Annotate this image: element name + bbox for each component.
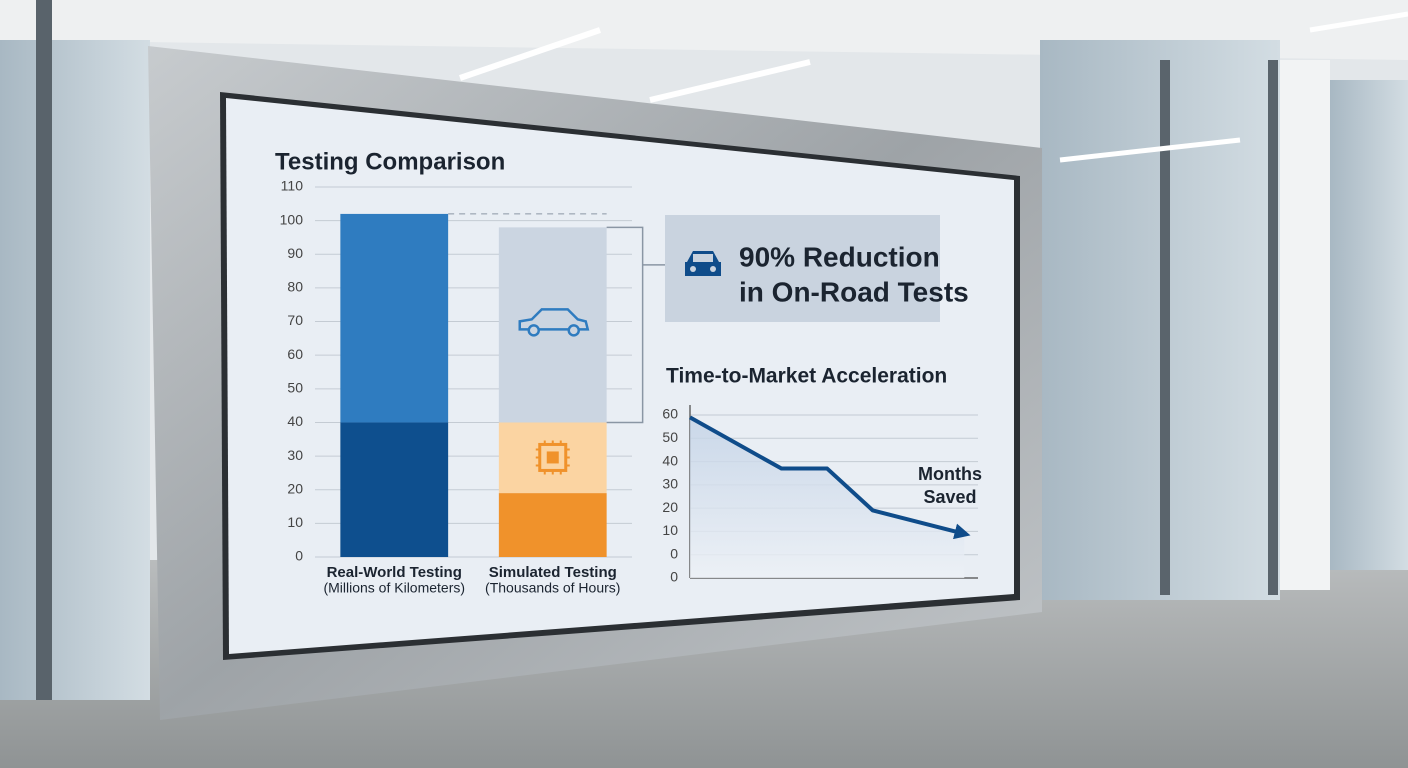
x-tick-sublabel: (Millions of Kilometers)	[323, 580, 465, 596]
y-tick-label: 20	[287, 480, 303, 496]
y-tick-label: 10	[287, 514, 303, 530]
bar-segment	[340, 422, 449, 557]
y-tick-label: 10	[662, 522, 678, 538]
car-icon	[685, 251, 721, 276]
y-tick-label: 40	[662, 452, 678, 468]
y-tick-label: 50	[287, 380, 303, 396]
y-tick-label: 80	[287, 279, 303, 295]
line	[689, 415, 971, 540]
annotation: Saved	[923, 487, 976, 507]
car-outline	[518, 308, 590, 331]
y-tick-label: 60	[287, 346, 303, 362]
x-tick-label: Simulated Testing	[489, 564, 617, 581]
wheel	[527, 324, 540, 337]
annotation: in On-Road Tests	[739, 276, 969, 307]
annotation: Months	[918, 464, 982, 484]
y-tick-label: 110	[281, 178, 304, 194]
chip-icon	[535, 440, 570, 475]
y-tick-label: 50	[662, 429, 678, 445]
chip-core	[546, 451, 559, 464]
y-tick-label: 20	[662, 499, 678, 515]
y-tick-label: 90	[287, 245, 303, 261]
chip-pin	[535, 440, 570, 475]
y-tick-label: 0	[295, 548, 303, 564]
charts: Testing Comparison Time-to-Market Accele…	[275, 148, 982, 595]
chart-title: Testing Comparison	[275, 148, 505, 175]
y-tick-label: 0	[670, 545, 678, 561]
chart-title: Time-to-Market Acceleration	[666, 365, 947, 388]
pillar	[1280, 60, 1330, 590]
ceiling-light	[1059, 137, 1241, 163]
car-outline-icon	[518, 308, 590, 337]
ceiling-light	[459, 27, 601, 81]
bar-segment	[498, 493, 607, 557]
y-tick-label: 0	[670, 569, 678, 585]
chip-pin	[535, 440, 570, 475]
y-tick-label: 70	[287, 312, 303, 328]
y-tick-label: 100	[280, 211, 304, 227]
y-tick-label: 60	[662, 406, 678, 422]
y-tick-label: 40	[287, 413, 303, 429]
x-tick-sublabel: (Thousands of Hours)	[485, 580, 620, 596]
glass-wall	[0, 40, 150, 700]
ceiling-light	[1309, 11, 1408, 33]
x-tick-label: Real-World Testing	[327, 564, 462, 581]
annotation: 90% Reduction	[739, 241, 940, 272]
bracket	[606, 226, 665, 424]
y-tick-label: 30	[287, 447, 303, 463]
wheel	[567, 324, 580, 337]
mullion	[36, 0, 52, 700]
y-tick-label: 30	[662, 476, 678, 492]
mullion	[1160, 60, 1170, 595]
bar-segment	[498, 227, 607, 423]
chip-pin	[535, 440, 570, 475]
mullion	[1268, 60, 1278, 595]
glass-wall	[1330, 80, 1408, 570]
ceiling-light	[649, 59, 811, 103]
bar-segment	[340, 213, 449, 423]
